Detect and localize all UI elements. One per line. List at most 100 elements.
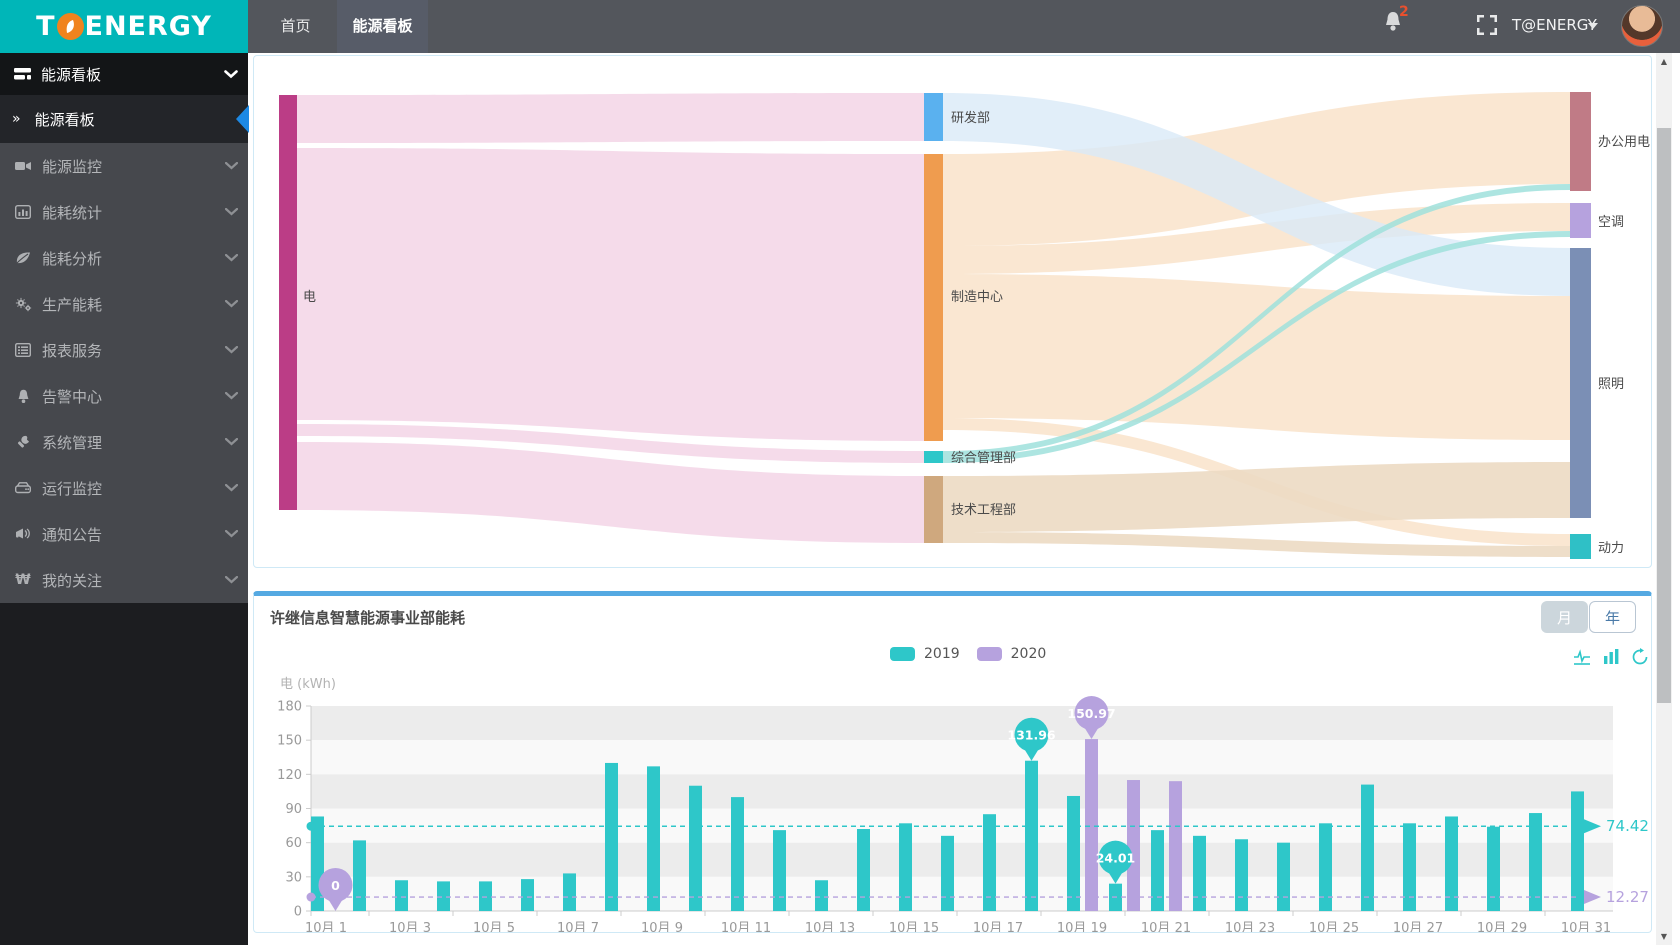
x-tick-label: 10月 1 xyxy=(305,921,347,932)
y-axis-unit-label: 电 (kWh) xyxy=(280,677,336,692)
bar-2019-10月 4[interactable] xyxy=(437,881,450,911)
toggle-month-button[interactable]: 月 xyxy=(1541,601,1588,633)
sidebar-item-6[interactable]: 告警中心 xyxy=(0,373,248,419)
min-marker-2019[interactable]: 24.01 xyxy=(1096,840,1136,884)
notification-bell[interactable]: 2 xyxy=(1382,4,1416,44)
x-tick-label: 10月 7 xyxy=(557,921,599,932)
line-chart-icon[interactable] xyxy=(1573,648,1592,666)
sidebar-item-9[interactable]: 通知公告 xyxy=(0,511,248,557)
bar-chart-icon[interactable] xyxy=(1602,648,1621,666)
sidebar-item-3[interactable]: 能耗分析 xyxy=(0,235,248,281)
tab-home[interactable]: 首页 xyxy=(280,17,311,35)
sankey-link-电-技术工程部 xyxy=(297,442,924,543)
marker-value-label: 24.01 xyxy=(1096,851,1136,866)
bar-2019-10月 3[interactable] xyxy=(395,880,408,911)
sankey-node-空调[interactable] xyxy=(1570,203,1591,238)
sidebar-item-label: 报表服务 xyxy=(42,341,103,360)
sankey-node-电[interactable] xyxy=(279,95,297,510)
kanban-icon xyxy=(14,67,31,82)
sankey-node-制造中心[interactable] xyxy=(924,154,943,441)
bell-icon xyxy=(1386,12,1400,31)
gears-icon xyxy=(14,297,32,312)
sidebar-item-label: 系统管理 xyxy=(42,433,103,452)
bar-2019-10月 21[interactable] xyxy=(1151,830,1164,911)
user-avatar[interactable] xyxy=(1621,5,1663,47)
sankey-node-研发部[interactable] xyxy=(924,93,943,141)
bar-2019-10月 10[interactable] xyxy=(689,785,702,911)
logo-leaf-icon xyxy=(56,13,84,40)
x-tick-label: 10月 27 xyxy=(1393,921,1443,932)
bar-2020-10月 19[interactable] xyxy=(1085,739,1098,911)
sankey-link-电-研发部 xyxy=(297,93,924,143)
legend-swatch-2020[interactable] xyxy=(976,647,1002,661)
bar-2019-10月 27[interactable] xyxy=(1403,823,1416,911)
sankey-node-办公用电[interactable] xyxy=(1570,92,1591,191)
sidebar-item-label: 通知公告 xyxy=(42,525,103,544)
sidebar-item-energy-dashboard-active[interactable]: » 能源看板 xyxy=(0,95,248,143)
split-area-band xyxy=(311,876,1613,911)
bar-2019-10月 16[interactable] xyxy=(941,835,954,911)
sidebar-group-energy-dashboard[interactable]: 能源看板 xyxy=(0,53,248,95)
bar-2019-10月 5[interactable] xyxy=(479,881,492,911)
bar-2019-10月 9[interactable] xyxy=(647,766,660,911)
bar-2019-10月 25[interactable] xyxy=(1319,823,1332,911)
bar-2019-10月 26[interactable] xyxy=(1361,784,1374,911)
max-marker-2019[interactable]: 131.96 xyxy=(1007,717,1056,761)
sankey-node-动力[interactable] xyxy=(1570,534,1591,559)
scrollbar-thumb[interactable] xyxy=(1657,128,1671,703)
max-marker-2020[interactable]: 150.97 xyxy=(1067,696,1116,740)
bar-2019-10月 30[interactable] xyxy=(1529,813,1542,911)
marker-value-label: 131.96 xyxy=(1007,728,1056,743)
bar-2019-10月 15[interactable] xyxy=(899,823,912,911)
bar-2019-10月 8[interactable] xyxy=(605,762,618,911)
sidebar-item-10[interactable]: ₩ 我的关注 xyxy=(0,557,248,603)
bar-2019-10月 6[interactable] xyxy=(521,879,534,911)
leaf-icon xyxy=(14,251,32,265)
split-area-band xyxy=(311,706,1613,741)
legend-label-2019[interactable]: 2019 xyxy=(924,646,960,662)
bar-2019-10月 24[interactable] xyxy=(1277,842,1290,911)
bar-2019-10月 22[interactable] xyxy=(1193,835,1206,911)
min-marker-2020[interactable]: 0 xyxy=(318,868,353,911)
sankey-node-照明[interactable] xyxy=(1570,248,1591,518)
sankey-node-综合管理部[interactable] xyxy=(924,451,943,463)
bar-2019-10月 12[interactable] xyxy=(773,830,786,911)
bar-2019-10月 19[interactable] xyxy=(1067,795,1080,911)
bar-2020-10月 21[interactable] xyxy=(1169,781,1182,911)
sidebar-item-8[interactable]: 运行监控 xyxy=(0,465,248,511)
sidebar-item-7[interactable]: 系统管理 xyxy=(0,419,248,465)
refresh-icon[interactable] xyxy=(1631,648,1650,666)
user-menu[interactable]: T@ENERGY xyxy=(1512,16,1597,34)
scroll-down-icon[interactable]: ▼ xyxy=(1656,928,1672,945)
bar-2019-10月 18[interactable] xyxy=(1025,760,1038,911)
sankey-node-技术工程部[interactable] xyxy=(924,476,943,543)
bar-2019-10月 17[interactable] xyxy=(983,814,996,911)
tab-energy-dashboard[interactable]: 能源看板 xyxy=(337,0,428,53)
scroll-up-icon[interactable]: ▲ xyxy=(1656,53,1672,70)
sankey-link-技术工程部-照明 xyxy=(943,462,1570,532)
hdd-icon xyxy=(14,481,32,495)
legend-label-2020[interactable]: 2020 xyxy=(1010,646,1047,662)
app-logo[interactable]: T ENERGY xyxy=(0,0,248,53)
bar-2020-10月 20[interactable] xyxy=(1127,780,1140,911)
split-area-band xyxy=(311,740,1613,775)
bar-2019-10月 29[interactable] xyxy=(1487,826,1500,911)
bar-2019-10月 14[interactable] xyxy=(857,829,870,911)
toggle-year-button[interactable]: 年 xyxy=(1589,601,1636,633)
bar-2019-10月 23[interactable] xyxy=(1235,839,1248,911)
fullscreen-icon[interactable] xyxy=(1476,14,1498,40)
sidebar-item-4[interactable]: 生产能耗 xyxy=(0,281,248,327)
sidebar-group-label: 能源看板 xyxy=(41,65,102,84)
legend-swatch-2019[interactable] xyxy=(890,647,915,661)
vertical-scrollbar[interactable]: ▲ ▼ xyxy=(1656,53,1672,945)
sidebar-item-1[interactable]: 能源监控 xyxy=(0,143,248,189)
bar-2019-10月 11[interactable] xyxy=(731,797,744,911)
bar-2019-10月 2[interactable] xyxy=(353,840,366,911)
bar-2019-10月 13[interactable] xyxy=(815,880,828,911)
bar-2019-10月 28[interactable] xyxy=(1445,816,1458,911)
bar-2019-10月 7[interactable] xyxy=(563,873,576,911)
wrench-icon xyxy=(14,435,32,450)
sidebar-item-5[interactable]: 报表服务 xyxy=(0,327,248,373)
bar-2019-10月 31[interactable] xyxy=(1571,791,1584,911)
sidebar-item-2[interactable]: 能耗统计 xyxy=(0,189,248,235)
